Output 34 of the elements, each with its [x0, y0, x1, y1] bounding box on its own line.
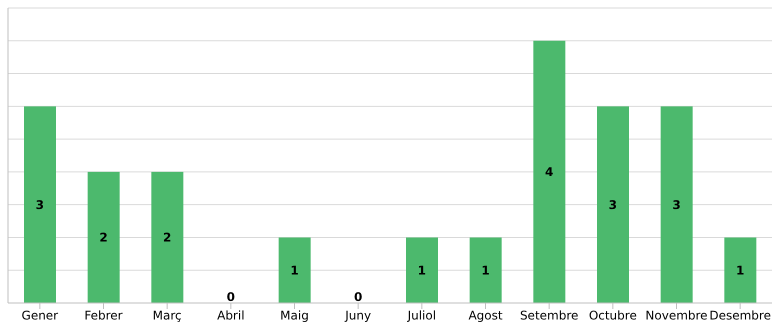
x-tick-label: Juliol: [406, 308, 436, 323]
data-label: 0: [354, 290, 362, 304]
x-tick-label: Setembre: [520, 308, 578, 323]
data-label: 1: [481, 263, 490, 278]
bar: [151, 172, 184, 303]
bar: [88, 172, 120, 303]
data-label: 3: [608, 198, 618, 212]
bar: [533, 40, 566, 303]
x-tick-label: Maig: [280, 308, 309, 323]
bar: [24, 106, 56, 303]
x-tick-label: Desembre: [709, 308, 771, 323]
data-label: 0: [226, 290, 236, 304]
bar: [724, 237, 756, 303]
data-label: 2: [99, 230, 108, 245]
x-tick-label: Febrer: [84, 308, 123, 323]
x-tick-label: Juny: [344, 308, 372, 323]
bar: [470, 237, 502, 303]
x-tick-label: Agost: [468, 308, 503, 323]
data-label: 3: [672, 198, 681, 212]
data-label: 1: [290, 263, 299, 278]
x-tick-label: Octubre: [588, 308, 637, 323]
x-tick-label: Març: [152, 308, 182, 323]
x-tick-label: Gener: [22, 308, 58, 323]
data-label: 3: [36, 198, 44, 212]
bar: [406, 237, 438, 303]
x-tick-label: Abril: [217, 308, 245, 323]
bar: [278, 237, 311, 303]
bar: [660, 106, 693, 303]
bar: [597, 106, 629, 303]
data-label: 4: [544, 165, 554, 180]
x-tick-label: Novembre: [645, 308, 708, 323]
data-label: 1: [418, 263, 426, 278]
data-label: 2: [162, 230, 172, 245]
data-label: 1: [736, 263, 744, 278]
